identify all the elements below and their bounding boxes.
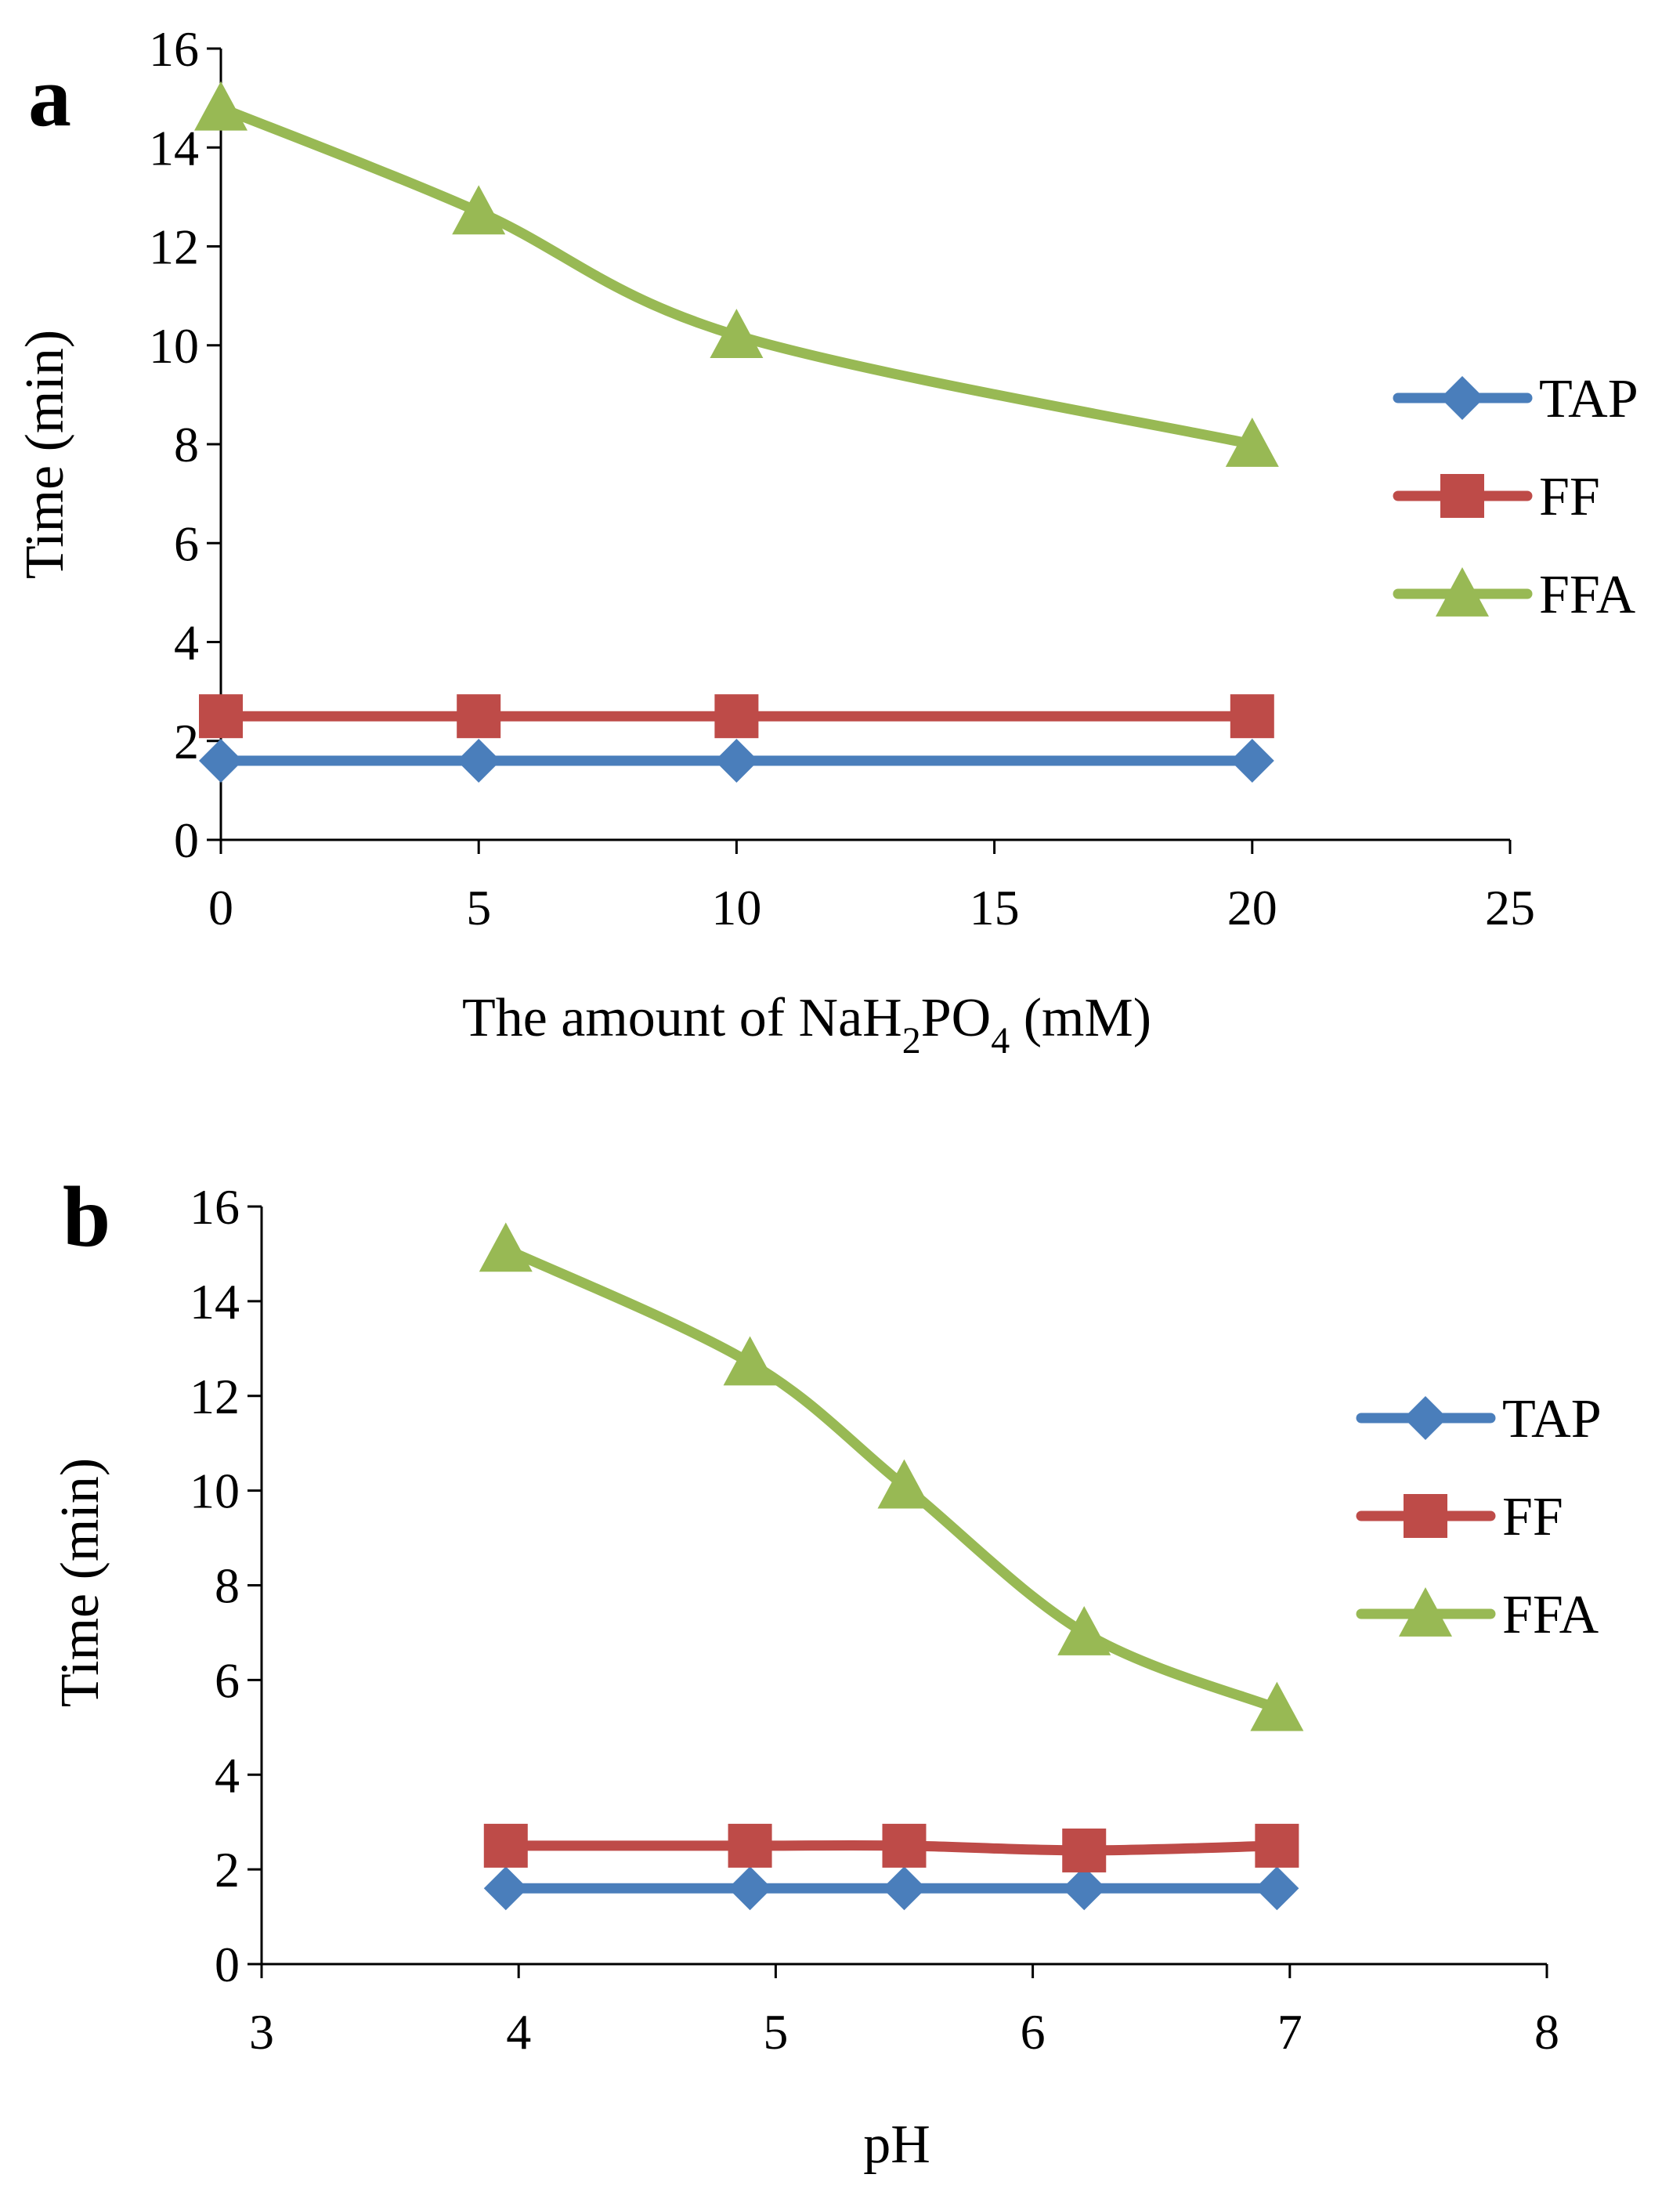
panel-b-chart: b Time (min) pH 0 2 4 6 8 10 12 14 16 3 4 5 6 7 8 TAP… — [50, 1169, 1602, 2175]
panel-b-y-tick-label: 14 — [190, 1274, 240, 1330]
panel-b-legend-ff-label: FF — [1502, 1487, 1563, 1547]
panel-a-y-tick-label: 4 — [174, 615, 199, 671]
panel-b-y-tick-label: 16 — [190, 1179, 240, 1235]
panel-a-ff-data-point — [714, 694, 759, 739]
panel-b-letter: b — [63, 1169, 110, 1264]
panel-b-x-tick-label: 4 — [506, 2004, 531, 2060]
panel-b-ffa-data-point — [723, 1336, 777, 1386]
panel-a-legend-tap-label: TAP — [1539, 369, 1638, 429]
panel-a-y-ticks: 0 2 4 6 8 10 12 14 16 — [149, 21, 221, 868]
panel-b-y-tick-label: 8 — [215, 1558, 240, 1614]
panel-b-legend-ff-marker — [1404, 1494, 1447, 1538]
panel-b-y-tick-label: 0 — [215, 1937, 240, 1992]
panel-b-ffa-data-point — [1250, 1681, 1304, 1731]
panel-b-legend-ffa-marker — [1399, 1587, 1452, 1637]
panel-a-ffa-data-point — [194, 81, 247, 131]
panel-b-ff-data-point — [1062, 1828, 1107, 1872]
panel-a-series — [194, 81, 1279, 783]
panel-b-legend-ffa-label: FFA — [1502, 1585, 1599, 1645]
panel-a-y-tick-label: 8 — [174, 417, 199, 472]
panel-b-ffa-data-point — [479, 1222, 533, 1272]
panel-b-tap-data-point — [483, 1866, 528, 1911]
panel-b-ff-data-point — [1255, 1823, 1299, 1868]
panel-b-legend-tap-label: TAP — [1502, 1389, 1602, 1449]
panel-a-legend-ff-label: FF — [1539, 467, 1600, 527]
panel-b-x-tick-label: 6 — [1021, 2004, 1046, 2060]
panel-a-ffa-data-point — [710, 309, 764, 359]
panel-a-legend-ff-marker — [1440, 474, 1484, 518]
panel-a-x-tick-label: 15 — [970, 880, 1020, 935]
panel-b-ffa-data-point — [877, 1459, 931, 1509]
panel-b-x-tick-label: 7 — [1277, 2004, 1302, 2060]
panel-a-ffa-data-point — [1225, 418, 1279, 467]
panel-a-legend-ffa-label: FFA — [1539, 565, 1636, 625]
panel-a-x-tick-label: 5 — [466, 880, 491, 935]
panel-a-letter: a — [28, 49, 71, 144]
panel-b-ff-data-point — [483, 1823, 528, 1868]
panel-a-y-tick-label: 0 — [174, 812, 199, 868]
panel-b-y-ticks: 0 2 4 6 8 10 12 14 16 — [190, 1179, 262, 1992]
panel-a-legend-ffa-marker — [1436, 567, 1489, 617]
panel-a-y-axis-title: Time (min) — [15, 330, 75, 579]
panel-a-ff-data-point — [1230, 694, 1274, 739]
panel-b-y-tick-label: 4 — [215, 1747, 240, 1803]
panel-a-y-tick-label: 10 — [149, 318, 199, 374]
panel-b-x-tick-label: 8 — [1534, 2004, 1559, 2060]
panel-a-y-tick-label: 2 — [174, 714, 199, 769]
panel-b-ff-data-point — [728, 1823, 772, 1868]
panel-a-x-tick-label: 0 — [208, 880, 233, 935]
panel-a-ff-data-point — [199, 694, 243, 739]
panel-b-ffa-data-point — [1057, 1605, 1111, 1655]
panel-a-legend-tap-marker — [1440, 376, 1484, 420]
panel-a-legend: TAP FF FFA — [1393, 369, 1638, 625]
panel-a-tap-data-point — [714, 739, 759, 783]
panel-b-y-axis-title: Time (min) — [50, 1458, 110, 1707]
panel-a-y-tick-label: 6 — [174, 516, 199, 571]
panel-b-axes — [260, 1207, 1547, 1966]
panel-a-tap-data-point — [199, 739, 243, 783]
panel-a-x-ticks: 0 5 10 15 20 25 — [208, 840, 1535, 935]
panel-b-ffa-series-line — [500, 1243, 1282, 1714]
panel-b-y-tick-label: 2 — [215, 1842, 240, 1898]
panel-b-y-tick-label: 6 — [215, 1652, 240, 1708]
panel-b-tap-data-point — [728, 1866, 772, 1911]
panel-a-y-tick-label: 14 — [149, 120, 199, 175]
panel-b-x-ticks: 3 4 5 6 7 8 — [249, 1964, 1559, 2060]
panel-a-y-tick-label: 12 — [149, 219, 199, 275]
panel-b-x-tick-label: 3 — [249, 2004, 274, 2060]
panel-b-x-tick-label: 5 — [763, 2004, 788, 2060]
panel-a-tap-data-point — [1230, 739, 1274, 783]
panel-a-x-tick-label: 20 — [1227, 880, 1277, 935]
panel-b-y-tick-label: 10 — [190, 1463, 240, 1519]
panel-a-x-tick-label: 10 — [711, 880, 761, 935]
panel-b-legend-tap-marker — [1404, 1396, 1447, 1440]
panel-b-tap-data-point — [1255, 1866, 1299, 1911]
panel-a-ffa-series-line — [215, 103, 1258, 450]
panel-b-x-axis-title: pH — [863, 2115, 930, 2175]
panel-a-tap-data-point — [457, 739, 501, 783]
panel-b-tap-data-point — [1062, 1866, 1107, 1911]
panel-b-ff-data-point — [882, 1823, 927, 1868]
panel-a-x-axis-title: The amount of NaH2PO4 (mM) — [462, 988, 1151, 1062]
panel-a-ff-data-point — [457, 694, 501, 739]
panel-a-ffa-data-point — [452, 185, 506, 235]
panel-a-chart: a Time (min) The amount of NaH2PO4 (mM) … — [15, 21, 1638, 1062]
panel-b-tap-data-point — [882, 1866, 927, 1911]
panel-a-y-tick-label: 16 — [149, 21, 199, 77]
panel-b-series — [479, 1222, 1304, 1911]
panel-b-y-tick-label: 12 — [190, 1369, 240, 1424]
panel-b-legend: TAP FF FFA — [1356, 1389, 1602, 1645]
panel-a-x-tick-label: 25 — [1485, 880, 1535, 935]
